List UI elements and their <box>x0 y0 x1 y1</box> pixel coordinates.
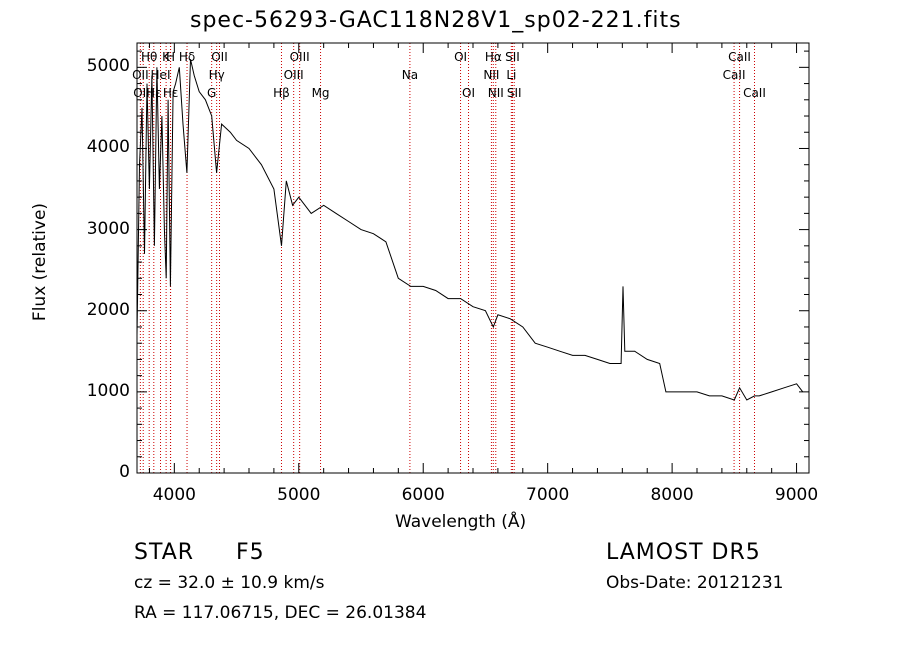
line-label: OIII <box>290 50 310 64</box>
line-label: Hθ <box>141 50 157 64</box>
line-label: CaII <box>743 86 766 100</box>
x-tick-label: 7000 <box>526 485 570 505</box>
y-tick-label: 5000 <box>86 56 130 77</box>
chart-title: spec-56293-GAC118N28V1_sp02-221.fits <box>190 8 682 33</box>
survey-name: LAMOST DR5 <box>606 540 761 565</box>
x-tick-label: 9000 <box>774 485 819 505</box>
axis-ticks <box>137 43 809 474</box>
y-tick-label: 3000 <box>86 218 130 239</box>
y-axis-label: Flux (relative) <box>30 202 50 322</box>
line-label: HeI <box>151 68 171 82</box>
line-label: Li <box>506 68 516 82</box>
line-label: Hβ <box>273 86 290 100</box>
line-label: OII <box>211 50 228 64</box>
line-label: OII <box>132 68 149 82</box>
line-label: NII <box>488 86 504 100</box>
line-label: SII <box>507 86 522 100</box>
line-label: CaII <box>728 50 751 64</box>
spectrum-line <box>136 59 804 401</box>
y-tick-label: 1000 <box>86 380 130 401</box>
line-label: G <box>207 86 216 100</box>
line-label: OIII <box>284 68 304 82</box>
line-label: OIII <box>133 86 153 100</box>
spectral-line-markers <box>139 43 755 473</box>
y-tick-label: 0 <box>119 462 130 482</box>
line-label: CaII <box>723 68 746 82</box>
ra-dec: RA = 117.06715, DEC = 26.01384 <box>134 603 427 623</box>
line-label: H <box>166 50 175 64</box>
line-label: Hε <box>163 86 179 100</box>
line-label: Hα <box>485 50 502 64</box>
observation-date: Obs-Date: 20121231 <box>606 573 784 593</box>
plot-frame <box>136 42 810 474</box>
line-label: OI <box>454 50 467 64</box>
redshift-cz: cz = 32.0 ± 10.9 km/s <box>134 573 325 593</box>
line-label: K <box>162 50 171 64</box>
line-label: NII <box>483 68 499 82</box>
x-tick-label: 8000 <box>650 485 694 505</box>
x-axis-label: Wavelength (Å) <box>395 512 527 532</box>
line-label: Hε <box>146 86 162 100</box>
y-tick-label: 4000 <box>86 137 130 158</box>
line-label: Na <box>402 68 418 82</box>
line-label: Hγ <box>209 68 225 82</box>
line-label: Hδ <box>179 50 195 64</box>
x-tick-label: 5000 <box>277 485 321 505</box>
object-class: STAR <box>134 540 195 565</box>
line-label: SII <box>505 50 520 64</box>
x-tick-label: 4000 <box>152 485 196 505</box>
x-tick-label: 6000 <box>401 485 445 505</box>
y-tick-label: 2000 <box>86 299 130 320</box>
line-label: OI <box>462 86 475 100</box>
object-subclass: F5 <box>236 540 265 565</box>
line-label: Mg <box>312 86 330 100</box>
